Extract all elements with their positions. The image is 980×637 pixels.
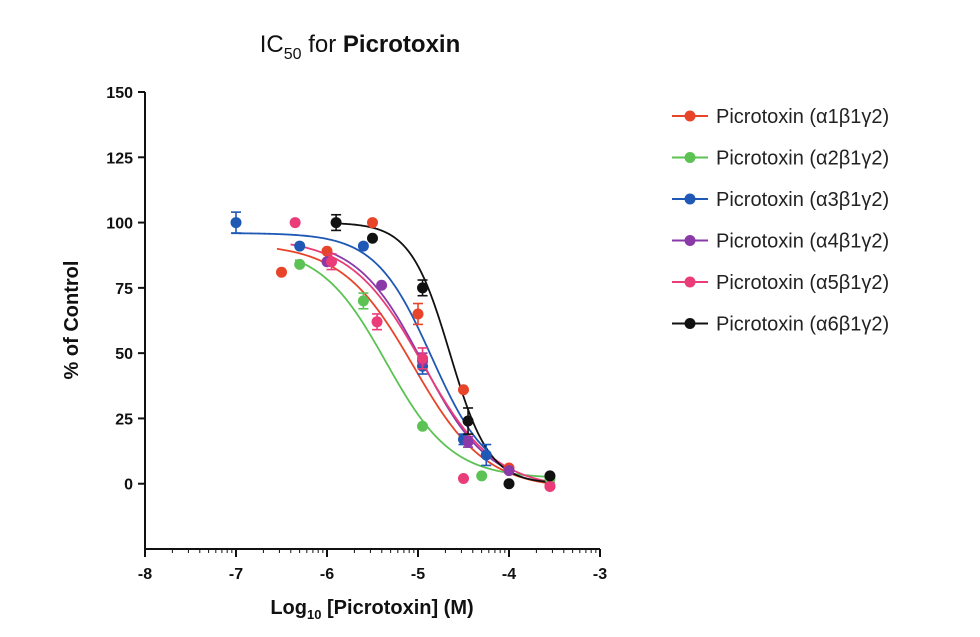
data-point-series-3	[230, 217, 242, 229]
data-point-series-6	[330, 217, 342, 229]
legend-label: Picrotoxin (α3β1γ2)	[716, 189, 889, 211]
data-point-series-5	[326, 256, 338, 268]
legend-marker	[684, 318, 696, 329]
data-point-series-6	[367, 232, 378, 244]
legend: Picrotoxin (α1β1γ2) Picrotoxin (α2β1γ2) Pi…	[672, 106, 889, 336]
data-point-series-2	[417, 420, 429, 432]
data-point-series-6	[503, 478, 515, 490]
legend-label: Picrotoxin (α5β1γ2)	[716, 272, 889, 294]
x-tick-label: -7	[229, 566, 243, 583]
x-tick-label: -6	[320, 566, 334, 583]
y-axis-title: % of Control	[61, 261, 83, 380]
data-point-series-5	[371, 316, 383, 328]
plot-area: 0 25 50 75 100 125 150 -8 -7 -6 -5 -4 -3	[106, 85, 607, 583]
chart-title: IC50 for Picrotoxin	[260, 31, 461, 63]
data-point-series-5	[458, 472, 469, 484]
data-point-series-5	[417, 352, 429, 364]
legend-item-series-1: Picrotoxin (α1β1γ2)	[672, 106, 889, 128]
legend-marker	[684, 235, 696, 246]
legend-label: Picrotoxin (α1β1γ2)	[716, 106, 889, 128]
data-point-series-1	[458, 384, 469, 396]
legend-item-series-3: Picrotoxin (α3β1γ2)	[672, 189, 889, 211]
data-point-series-3	[294, 240, 306, 252]
data-point-series-2	[294, 258, 306, 270]
x-tick-label: -4	[502, 566, 516, 583]
y-tick-label: 125	[106, 150, 133, 167]
title-bold: Picrotoxin	[343, 31, 460, 58]
data-point-series-1	[276, 266, 287, 278]
data-point-series-1	[367, 217, 378, 229]
legend-item-series-4: Picrotoxin (α4β1γ2)	[672, 231, 889, 253]
legend-item-series-6: Picrotoxin (α6β1γ2)	[672, 314, 889, 336]
legend-item-series-5: Picrotoxin (α5β1γ2)	[672, 272, 889, 294]
y-tick-label: 150	[106, 85, 133, 102]
data-point-series-5	[544, 480, 556, 492]
legend-marker	[684, 276, 696, 288]
data-point-series-1	[412, 308, 424, 320]
data-point-series-3	[357, 240, 369, 252]
data-point-series-4	[376, 279, 388, 291]
x-tick-label: -5	[411, 566, 425, 583]
legend-label: Picrotoxin (α2β1γ2)	[716, 148, 889, 170]
data-point-series-6	[462, 415, 474, 427]
data-point-series-4	[462, 436, 474, 448]
title-mid: for	[302, 31, 343, 58]
data-point-series-6	[544, 470, 556, 482]
fit-curve-series-3	[231, 232, 492, 455]
legend-marker	[684, 110, 696, 122]
legend-item-series-2: Picrotoxin (α2β1γ2)	[672, 148, 889, 170]
data-point-series-3	[480, 449, 492, 461]
xlabel-subscript: 10	[307, 607, 321, 622]
y-tick-label: 100	[106, 216, 133, 233]
fit-curve-series-6	[331, 222, 555, 484]
y-tick-label: 0	[124, 477, 133, 494]
x-axis-title: Log10 [Picrotoxin] (M)	[270, 597, 473, 622]
y-tick-label: 50	[115, 346, 133, 363]
legend-label: Picrotoxin (α6β1γ2)	[716, 314, 889, 336]
data-point-series-2	[357, 295, 369, 307]
data-point-series-6	[417, 282, 429, 294]
x-tick-label: -3	[593, 566, 607, 583]
fit-curve-series-1	[276, 247, 555, 486]
xlabel-rest: [Picrotoxin] (M)	[321, 597, 473, 619]
legend-marker	[684, 152, 696, 163]
xlabel-prefix: Log	[270, 597, 307, 619]
legend-marker	[684, 193, 696, 205]
title-prefix: IC	[260, 31, 284, 58]
data-point-series-5	[289, 217, 301, 229]
data-point-series-2	[476, 470, 488, 482]
x-tick-label: -8	[138, 566, 152, 583]
y-tick-label: 25	[115, 411, 133, 428]
title-subscript: 50	[284, 46, 302, 63]
data-point-series-4	[503, 465, 515, 477]
legend-label: Picrotoxin (α4β1γ2)	[716, 231, 889, 253]
y-tick-label: 75	[115, 281, 133, 298]
